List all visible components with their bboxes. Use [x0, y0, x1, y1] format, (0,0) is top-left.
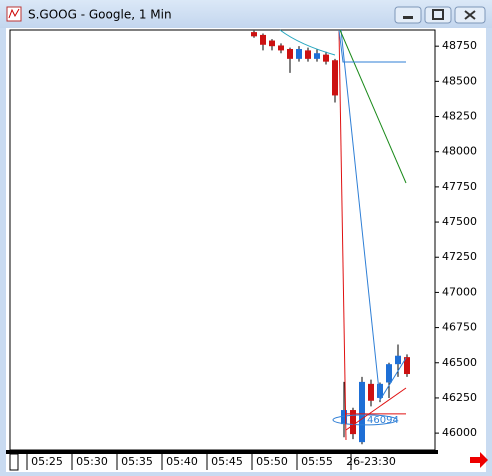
y-tick-label: 47000	[442, 285, 477, 298]
scroll-arrow[interactable]	[470, 452, 488, 468]
x-tick-label: 05:30	[76, 455, 108, 468]
plot: 46000 46250 46500 46750 47000 47250 47500 47750…	[26, 30, 477, 470]
x-tick-label: 05:55	[301, 455, 333, 468]
candle-body	[395, 355, 401, 365]
y-tick-label: 46000	[442, 426, 477, 439]
time-scrollbar[interactable]	[6, 450, 438, 454]
trend-line	[379, 357, 407, 401]
y-tick-label: 48750	[442, 39, 477, 52]
x-tick-label: 26-23:30	[346, 455, 396, 468]
y-tick-label: 48250	[442, 110, 477, 123]
y-tick-label: 46250	[442, 391, 477, 404]
y-tick-label: 48500	[442, 74, 477, 87]
candle-body	[350, 410, 356, 435]
candle-body	[386, 364, 392, 383]
candle-body	[314, 53, 320, 59]
annotation-ellipse	[332, 414, 398, 426]
y-tick-label: 47250	[442, 250, 477, 263]
candle-body	[377, 383, 383, 398]
candle-body	[404, 357, 410, 375]
candle-body	[332, 60, 338, 96]
y-tick-label: 46500	[442, 356, 477, 369]
close-icon	[464, 10, 476, 20]
plot-area	[9, 29, 436, 451]
y-tick-label: 48000	[442, 145, 477, 158]
candle-body	[323, 54, 329, 62]
level-line	[338, 29, 406, 63]
x-tick-label: 05:35	[121, 455, 153, 468]
trend-line	[340, 29, 381, 401]
maximize-button[interactable]	[424, 6, 452, 24]
minimize-icon	[403, 16, 413, 19]
maximize-icon	[432, 9, 444, 20]
candle-body	[341, 410, 347, 425]
y-tick-label: 46750	[442, 321, 477, 334]
trend-line	[345, 387, 407, 431]
trend-line	[338, 29, 347, 441]
x-tick-label: 05:25	[31, 455, 63, 468]
x-tick-label: 05:40	[166, 455, 198, 468]
y-tick-label: 47500	[442, 215, 477, 228]
candle-body	[359, 381, 365, 443]
candle-body	[368, 383, 374, 401]
candle-body	[296, 48, 302, 59]
candle-body	[260, 34, 266, 45]
x-tick-label: 05:50	[256, 455, 288, 468]
candle-body	[251, 32, 257, 37]
candle-body	[278, 45, 284, 51]
y-tick-label: 47750	[442, 180, 477, 193]
window-title: S.GOOG - Google, 1 Min	[28, 8, 172, 22]
scroll-handle[interactable]	[9, 453, 19, 471]
app-icon-glyph	[8, 8, 20, 19]
candle-body	[305, 50, 311, 59]
x-tick-label: 05:45	[211, 455, 243, 468]
indicator-curve	[279, 29, 336, 56]
candle-body	[269, 40, 275, 47]
candle-body	[287, 48, 293, 59]
annotation-label: 46094	[367, 415, 399, 426]
trend-line	[339, 29, 407, 184]
minimize-button[interactable]	[394, 6, 422, 24]
